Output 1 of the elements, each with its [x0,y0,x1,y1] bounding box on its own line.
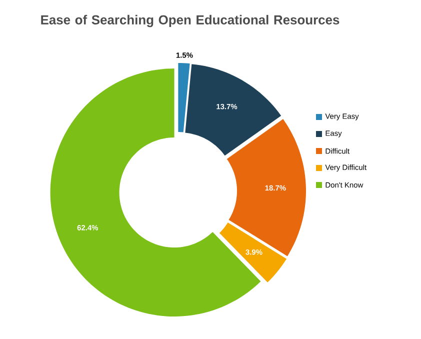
chart-title: Ease of Searching Open Educational Resources [41,14,340,28]
